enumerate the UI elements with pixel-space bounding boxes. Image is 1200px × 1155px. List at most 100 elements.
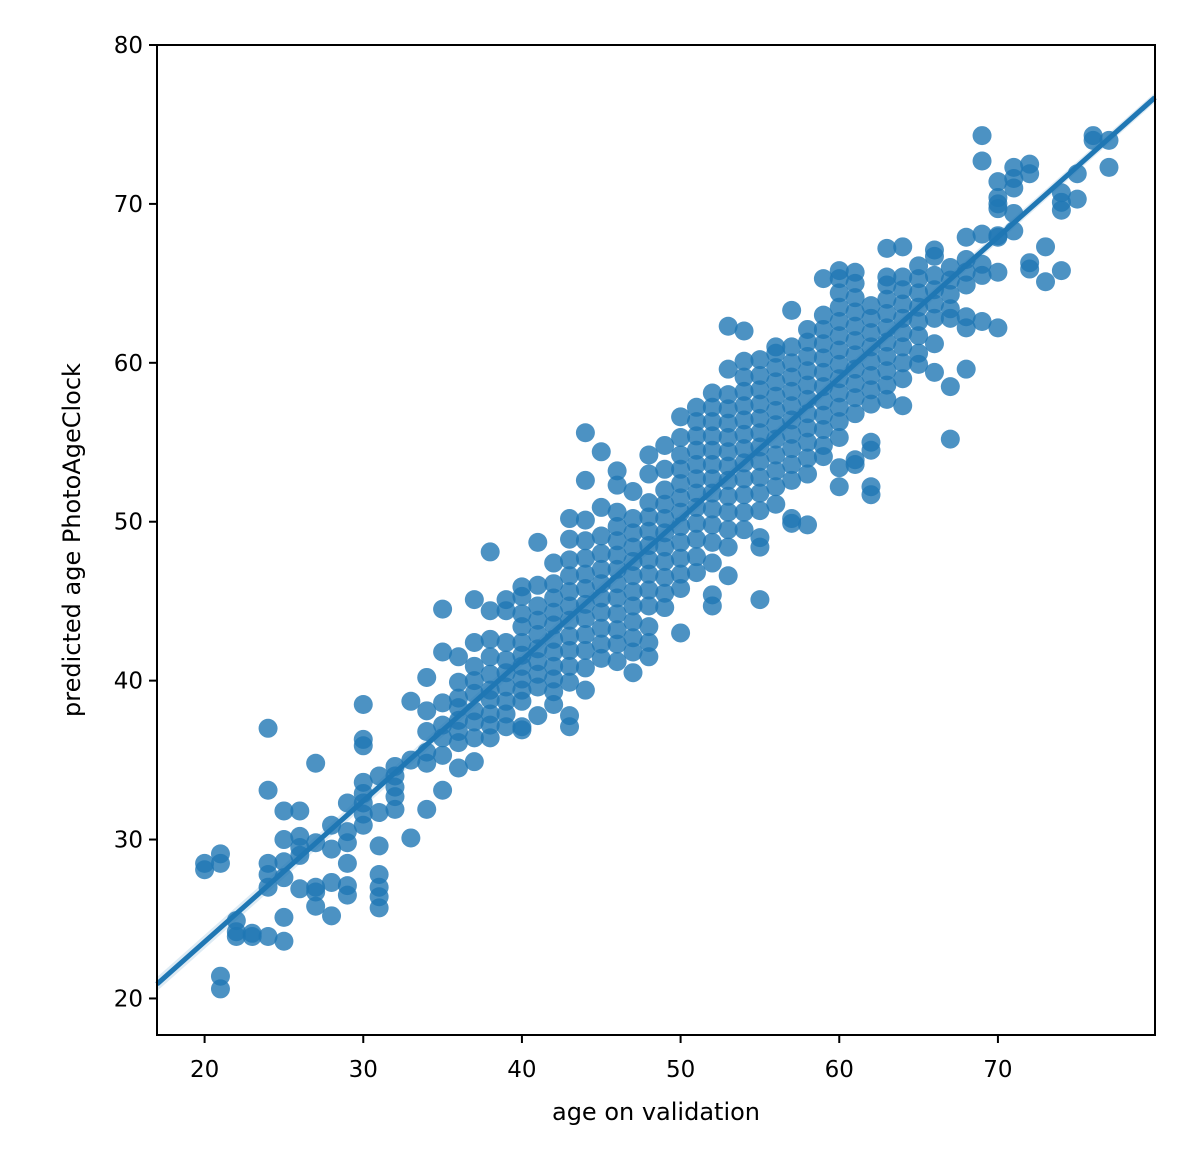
data-point xyxy=(813,348,833,368)
data-point xyxy=(718,413,738,433)
data-point xyxy=(528,677,548,697)
data-point xyxy=(655,598,675,618)
data-point xyxy=(750,394,770,414)
data-point xyxy=(734,439,754,459)
data-point xyxy=(829,312,849,332)
data-point xyxy=(655,459,675,479)
y-axis-ticks: 20 30 40 50 60 70 80 xyxy=(114,33,157,1012)
data-point xyxy=(798,375,818,395)
data-point xyxy=(829,383,849,403)
data-point xyxy=(464,656,484,676)
data-point xyxy=(544,553,564,573)
data-point xyxy=(480,601,500,621)
data-point xyxy=(591,648,611,668)
data-point xyxy=(655,583,675,603)
data-point xyxy=(1036,272,1056,292)
data-point xyxy=(639,596,659,616)
data-point xyxy=(829,340,849,360)
data-point xyxy=(924,308,944,328)
data-point xyxy=(750,350,770,370)
data-point xyxy=(544,642,564,662)
data-point xyxy=(845,302,865,322)
data-point xyxy=(639,647,659,667)
data-point xyxy=(591,442,611,462)
data-point xyxy=(575,578,595,598)
data-point xyxy=(417,721,437,741)
data-point xyxy=(798,515,818,535)
data-point xyxy=(512,617,532,637)
data-point xyxy=(210,979,230,999)
data-point xyxy=(575,658,595,678)
data-point xyxy=(766,400,786,420)
data-point xyxy=(448,758,468,778)
data-point xyxy=(512,691,532,711)
data-point xyxy=(734,367,754,387)
data-point xyxy=(972,265,992,285)
data-point xyxy=(750,483,770,503)
data-point xyxy=(861,485,881,505)
data-point xyxy=(258,926,278,946)
data-point xyxy=(544,588,564,608)
data-point xyxy=(988,199,1008,219)
data-point xyxy=(671,459,691,479)
x-axis-ticks: 20 30 40 50 60 70 xyxy=(190,1035,1013,1083)
data-point xyxy=(353,736,373,756)
data-point xyxy=(575,423,595,443)
x-tick-label: 30 xyxy=(349,1057,378,1083)
y-tick-label: 80 xyxy=(114,33,143,59)
data-point xyxy=(417,753,437,773)
data-point xyxy=(464,632,484,652)
data-point xyxy=(591,559,611,579)
data-point xyxy=(639,493,659,513)
y-tick-label: 40 xyxy=(114,669,143,695)
data-point xyxy=(924,246,944,266)
data-point xyxy=(909,312,929,332)
data-point xyxy=(242,926,262,946)
data-point xyxy=(734,396,754,416)
data-point xyxy=(702,383,722,403)
data-point xyxy=(766,494,786,514)
data-point xyxy=(671,445,691,465)
data-point xyxy=(686,529,706,549)
data-point xyxy=(766,477,786,497)
y-tick-label: 30 xyxy=(114,828,143,854)
data-point xyxy=(623,482,643,502)
data-point xyxy=(369,898,389,918)
y-tick-label: 20 xyxy=(114,986,143,1012)
data-point xyxy=(417,667,437,687)
data-point xyxy=(607,545,627,565)
data-point xyxy=(607,604,627,624)
data-point xyxy=(671,548,691,568)
data-point xyxy=(496,632,516,652)
data-point xyxy=(718,566,738,586)
data-point xyxy=(544,574,564,594)
data-point xyxy=(829,477,849,497)
data-point xyxy=(956,227,976,247)
data-point xyxy=(750,408,770,428)
data-point xyxy=(433,780,453,800)
data-point xyxy=(496,601,516,621)
data-point xyxy=(1004,178,1024,198)
data-point xyxy=(877,275,897,295)
data-point xyxy=(782,353,802,373)
data-point xyxy=(734,520,754,540)
data-point xyxy=(290,879,310,899)
data-point xyxy=(560,672,580,692)
data-point xyxy=(575,531,595,551)
data-point xyxy=(306,882,326,902)
data-point xyxy=(940,284,960,304)
data-point xyxy=(639,550,659,570)
data-point xyxy=(591,602,611,622)
data-point xyxy=(845,331,865,351)
data-point xyxy=(274,931,294,951)
data-point xyxy=(734,381,754,401)
data-point xyxy=(845,359,865,379)
data-point xyxy=(258,780,278,800)
data-point xyxy=(385,799,405,819)
data-point xyxy=(195,853,215,873)
data-point xyxy=(798,332,818,352)
data-point xyxy=(639,617,659,637)
data-point xyxy=(940,308,960,328)
data-point xyxy=(639,507,659,527)
data-point xyxy=(464,590,484,610)
